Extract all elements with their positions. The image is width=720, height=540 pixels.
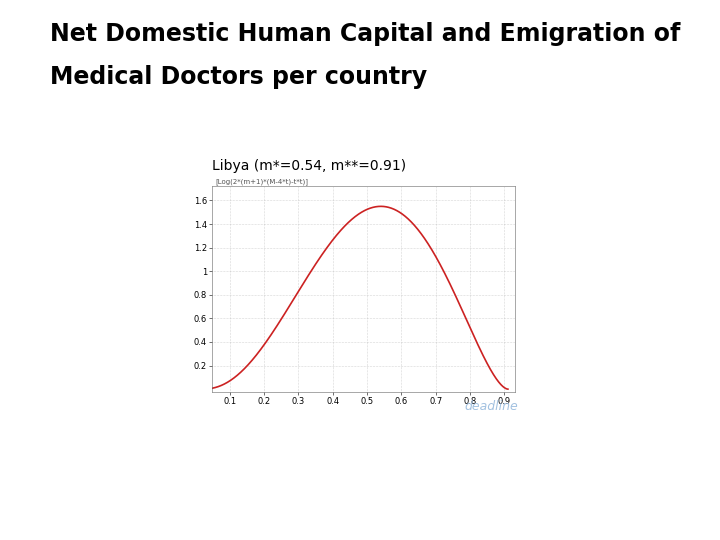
Text: Medical Doctors per country: Medical Doctors per country [50, 65, 428, 89]
Text: deadline: deadline [464, 400, 518, 413]
Text: [Log(2*(m+1)*(M-4*t)-t*t)]: [Log(2*(m+1)*(M-4*t)-t*t)] [215, 179, 308, 185]
Text: Libya (m*=0.54, m**=0.91): Libya (m*=0.54, m**=0.91) [212, 159, 407, 173]
Text: Net Domestic Human Capital and Emigration of: Net Domestic Human Capital and Emigratio… [50, 22, 681, 45]
